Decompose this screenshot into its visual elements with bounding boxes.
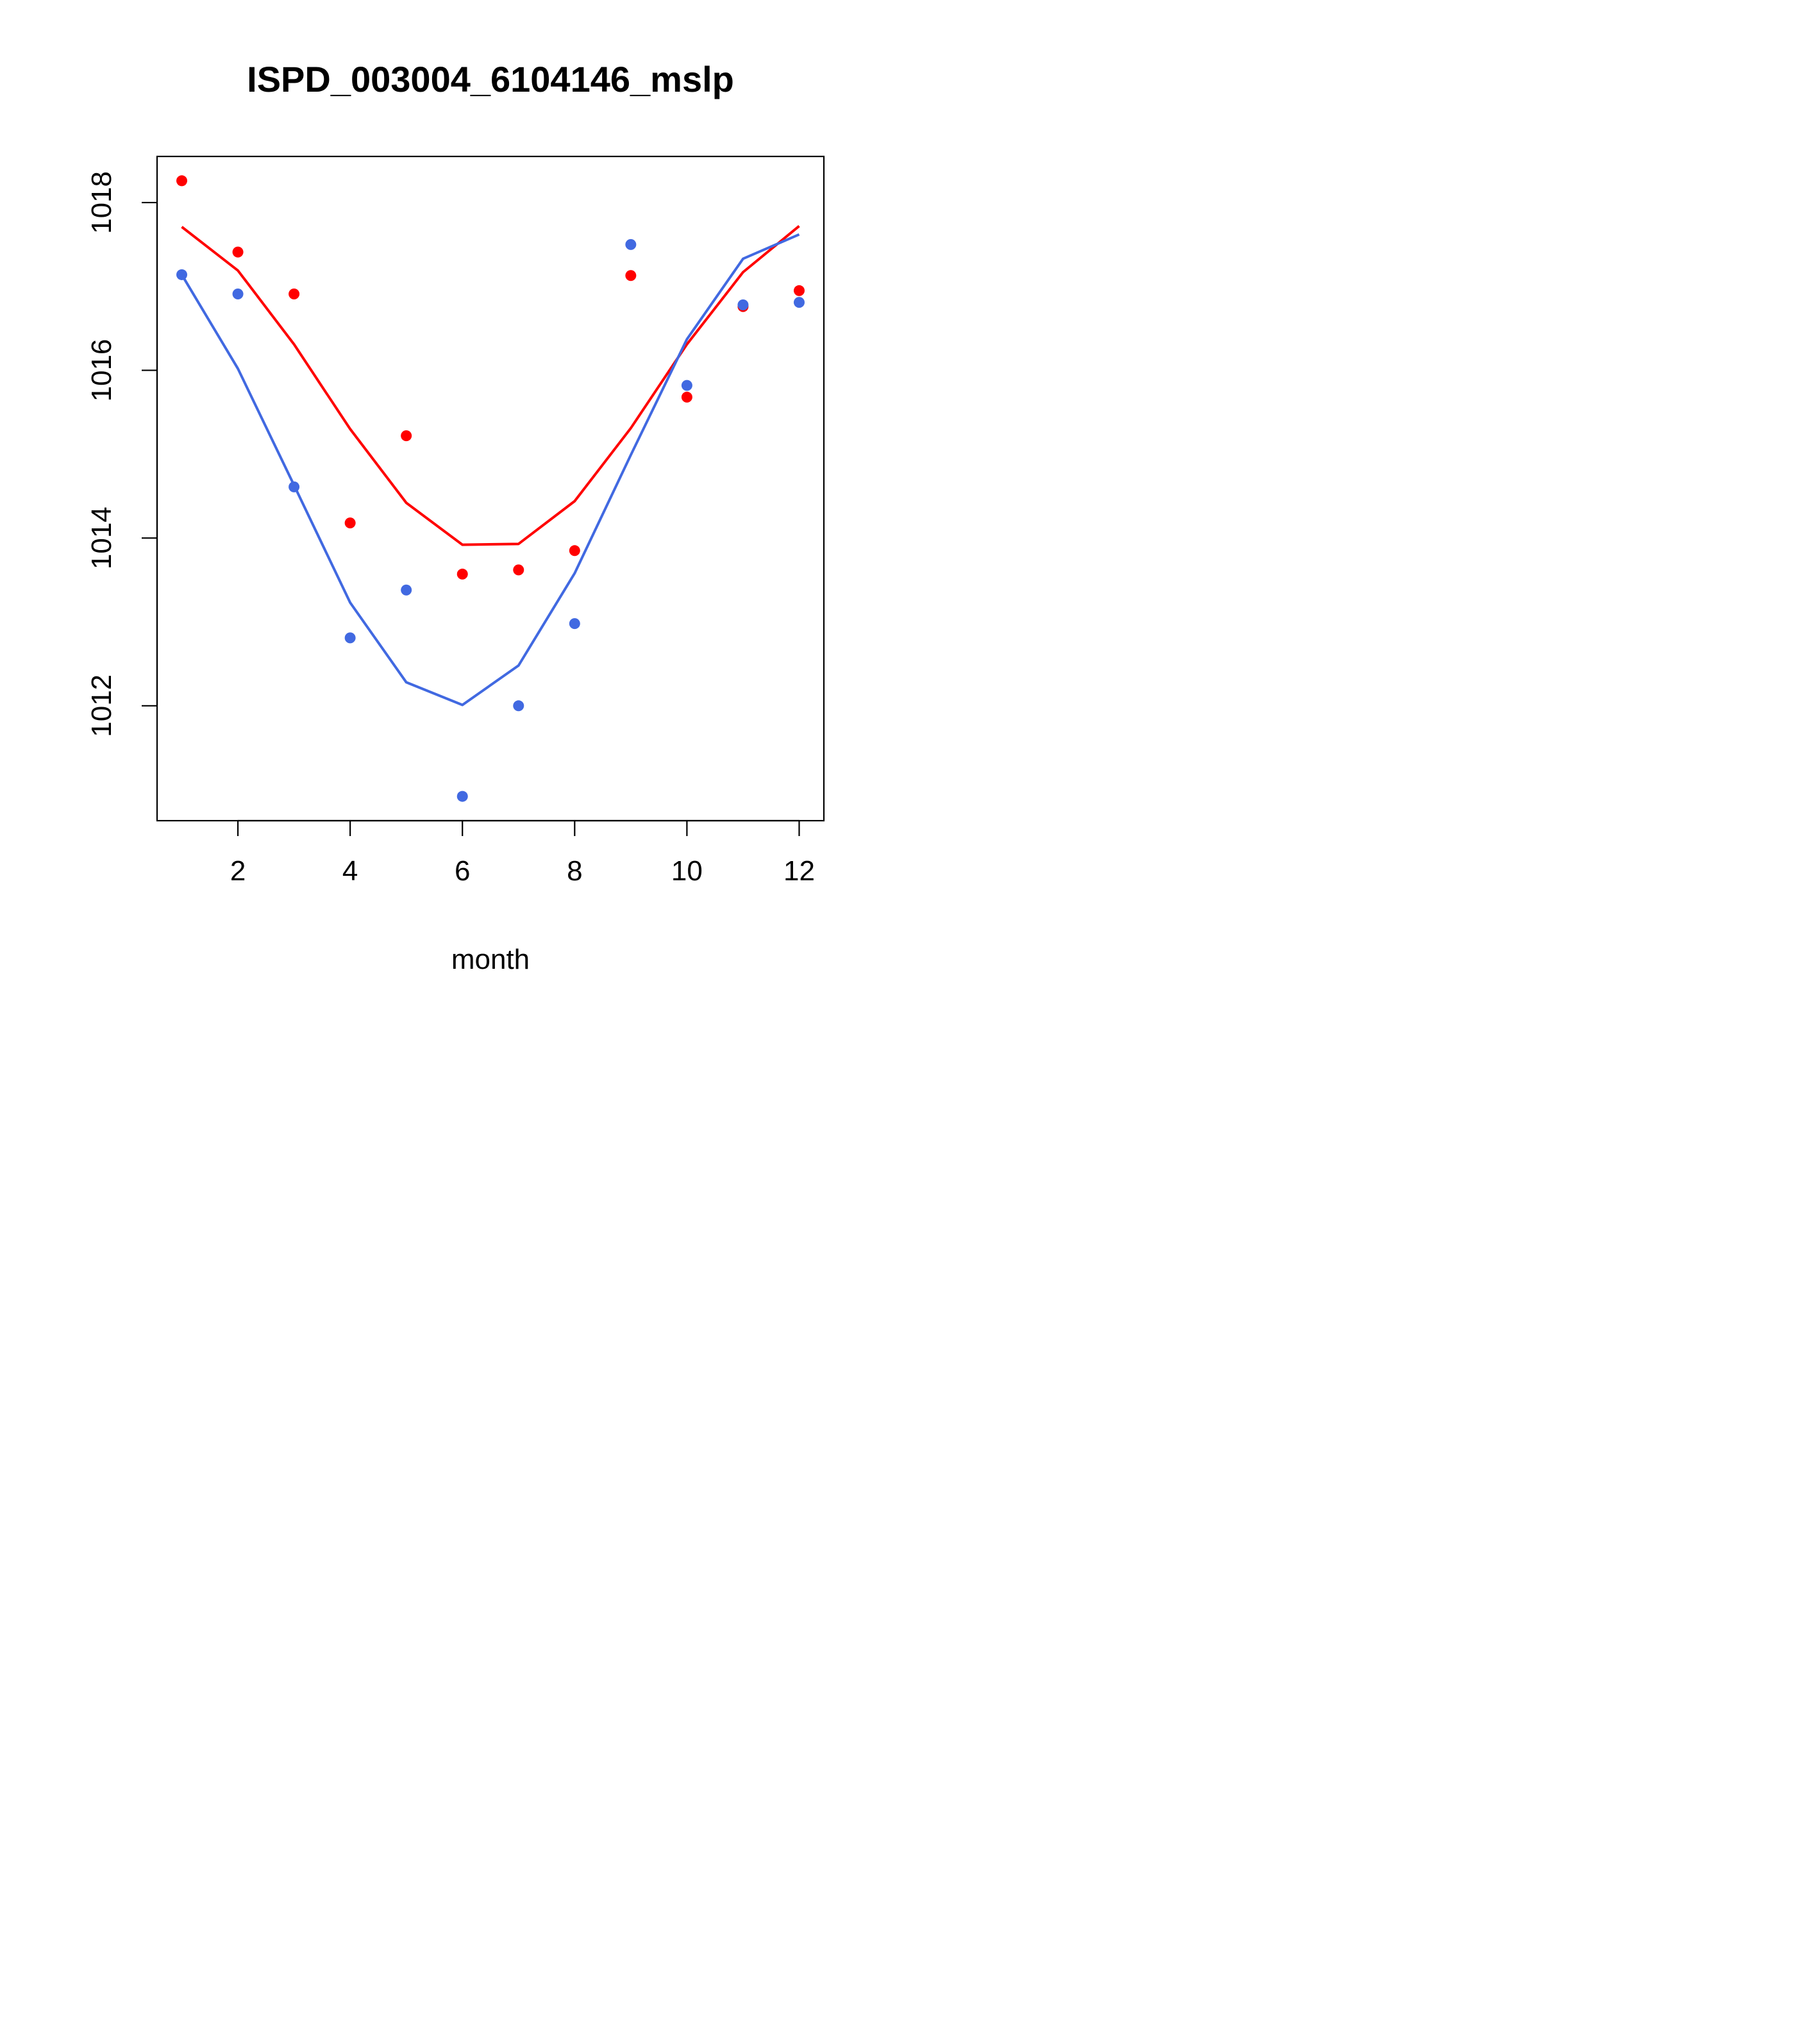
data-point [344,517,356,529]
data-point [344,632,356,644]
data-point [625,239,637,250]
data-point [793,285,805,296]
data-point [681,380,692,391]
chart-background [0,0,898,1009]
data-point [793,297,805,308]
data-point [569,545,580,557]
data-point [681,391,692,403]
x-tick-label: 2 [230,855,246,887]
series-lines-layer [180,225,800,707]
data-point [289,289,300,300]
data-point [569,618,580,630]
y-tick-label: 1014 [86,507,117,569]
x-tick-label: 4 [342,855,358,887]
x-tick-label: 12 [783,855,815,887]
data-point [401,430,412,442]
series-line [181,225,800,546]
x-tick-label: 6 [455,855,470,887]
data-point [232,289,244,300]
data-point [176,175,188,187]
chart-title: ISPD_003004_6104146_mslp [247,59,734,99]
y-tick-label: 1018 [86,171,117,234]
data-point [456,791,468,802]
data-point [176,269,188,280]
x-axis-label: month [451,944,530,975]
series-line [180,233,800,707]
data-point [456,568,468,580]
series-points-layer [176,175,805,802]
data-point [401,584,412,596]
data-point [625,270,637,281]
chart: ISPD_003004_6104146_mslp 2 4 6 8 10 121012101… [0,0,898,1009]
data-point [513,564,524,576]
data-point [737,299,749,311]
x-tick-label: 10 [671,855,703,887]
y-tick-label: 1012 [86,674,117,737]
data-point [289,481,300,492]
data-point [513,700,524,712]
plot-frame [156,155,825,822]
x-tick-label: 8 [567,855,582,887]
y-tick-label: 1016 [86,339,117,402]
data-point [232,246,244,258]
